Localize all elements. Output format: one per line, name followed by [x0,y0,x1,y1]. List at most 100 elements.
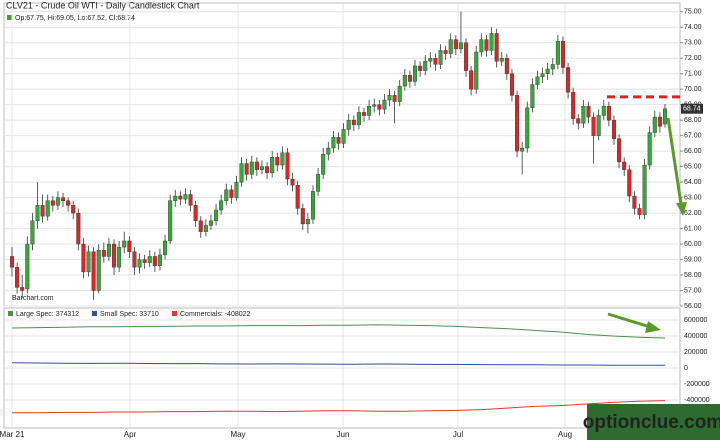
candle-body [122,240,127,248]
candle-body [596,115,601,136]
candle-body [458,42,463,50]
y-tick-label: 70.00 [684,86,702,93]
candle-body [586,106,591,118]
candle-body [489,33,494,51]
candle-body [229,189,234,198]
y-tick-label: 75.00 [684,9,702,16]
candle-body [448,39,453,54]
candle-body [382,99,387,110]
candle-body [25,243,30,290]
candle-body [663,108,668,125]
y2-tick-label: -200000 [684,381,710,388]
candle-body [193,205,198,222]
marks: 68.74 Large Spec: 374312 Small Spec: 33710… [8,11,703,414]
candle-body [545,68,550,74]
candle-body [112,243,117,268]
candle-body [530,84,535,108]
y-tick-label: 65.00 [684,163,702,170]
candle-body [627,169,632,197]
candle-body [117,246,122,268]
candle-body [249,161,254,175]
y-tick-label: 56.00 [684,303,702,310]
candle-body [183,194,188,200]
y-tick-label: 74.00 [684,24,702,31]
legend-swatch [8,311,13,316]
y-tick-label: 68.00 [684,117,702,124]
y2-tick-label: -400000 [684,397,710,404]
logo-box [587,404,720,440]
candle-body [132,251,137,268]
candle-body [397,85,402,102]
chart-title: CLV21 - Crude Oil WTI - Daily Candlestic… [6,0,200,10]
candle-body [316,174,321,192]
candle-body [606,106,611,121]
candle-body [203,225,208,232]
candle-body [413,65,418,82]
candle-body [127,240,132,252]
candle-body [652,116,657,133]
candle-body [367,106,372,116]
candle-body [66,200,71,206]
candle-body [418,65,423,71]
candle-body [525,107,530,149]
candle-body [157,254,162,266]
candle-body [387,95,392,101]
candle-body [275,157,280,166]
candle-body [341,129,346,144]
candle-body [535,76,540,85]
x-tick-label: Apr [124,430,137,439]
x-tick-label: May [230,430,245,439]
candle-body [208,220,213,226]
candle-body [591,116,596,136]
candle-body [504,58,509,74]
watermark: Barchart.com [12,295,54,302]
candle-body [494,33,499,62]
candle-body [147,256,152,263]
candle-body [9,256,14,268]
candle-body [137,259,142,268]
candle-body [611,119,616,139]
y-tick-label: 62.00 [684,210,702,217]
candle-body [453,39,458,50]
candle-body [642,164,647,215]
candle-body [270,157,275,174]
candle-body [295,184,300,209]
candle-body [96,250,101,291]
candle-body [474,51,479,90]
candle-body [560,40,565,68]
y-tick-label: 60.00 [684,241,702,248]
candle-body [163,240,168,256]
legend-label: Large Spec: 374312 [16,311,79,318]
candle-body [637,208,642,215]
candle-body [647,132,652,166]
candle-body [290,178,295,186]
legend-label: Small Spec: 33710 [100,311,159,318]
candle-body [265,166,270,174]
candle-body [433,58,438,65]
x-tick-label: Jul [453,430,463,439]
candle-body [244,163,249,175]
candle-body [259,166,264,170]
candle-body [61,197,66,201]
candle-body [356,112,361,125]
candle-body [15,267,20,288]
legend-label: Commercials: -408022 [180,311,251,318]
legend-swatch [92,311,97,316]
candle-body [402,75,407,87]
x-tick-label: Jun [337,430,350,439]
candle-body [280,152,285,166]
candle-body [20,287,25,291]
candle-body [254,161,259,170]
cot-line [12,400,666,414]
candle-body [173,195,178,201]
cot-line [11,362,666,366]
candle-body [310,191,315,220]
candle-body [55,197,60,206]
candle-body [499,58,504,62]
candle-body [71,205,76,214]
candle-body [392,95,397,102]
candle-body [617,138,622,163]
candle-body [198,220,203,232]
y2-tick-label: 400000 [684,333,707,340]
